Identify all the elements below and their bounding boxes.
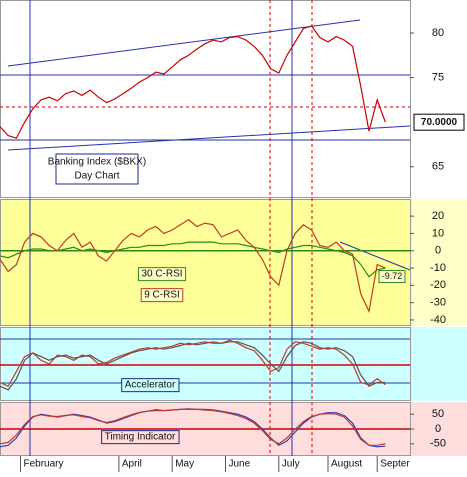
last-value-box: [413, 113, 465, 131]
last-value-label: 70.0000: [421, 117, 458, 128]
y-tick-label: -50: [430, 438, 446, 450]
x-tick-label: July: [282, 459, 300, 470]
y-tick-label: -40: [430, 314, 446, 326]
series-line: [0, 25, 386, 139]
y-tick-label: -20: [430, 279, 446, 291]
panel-title-box: [121, 378, 180, 393]
annotation-lines: [0, 0, 411, 456]
legend-entry: 30 C-RSI: [141, 269, 182, 280]
y-tick-label: 50: [432, 408, 444, 420]
y-tick-label: -30: [430, 297, 446, 309]
series-line: [0, 408, 386, 446]
accelerator-panel: [0, 327, 467, 401]
y-tick-label: 0: [435, 423, 441, 435]
y-tick-label: 80: [432, 27, 444, 39]
y-tick-label: 0: [435, 245, 441, 257]
legend-entry: 9 C-RSI: [144, 290, 180, 301]
x-tick-label: August: [331, 459, 362, 470]
x-tick-label: May: [175, 459, 194, 470]
x-tick-label: Septer: [380, 459, 410, 470]
chart-title: Banking Index ($BKX): [48, 157, 146, 168]
x-tick-label: February: [24, 459, 64, 470]
last-value-label: -9.72: [382, 271, 403, 281]
legend-entry-box: [137, 267, 187, 282]
last-value-box: [378, 270, 406, 284]
series-line: [0, 339, 386, 387]
chart-subtitle: Day Chart: [74, 171, 119, 182]
panel-title-box: [101, 430, 180, 445]
axis-strip: [412, 199, 467, 326]
y-tick-label: -10: [430, 262, 446, 274]
legend-entry-box: [140, 288, 184, 303]
y-tick-label: 10: [432, 227, 444, 239]
title-box: [55, 153, 139, 185]
rsi-panel: [0, 199, 467, 326]
series-line: [0, 218, 386, 314]
panel-title: Accelerator: [125, 380, 176, 391]
y-tick-label: 65: [432, 161, 444, 173]
x-tick-label: June: [229, 459, 251, 470]
x-tick-label: April: [122, 459, 142, 470]
y-tick-label: 75: [432, 72, 444, 84]
panel-title: Timing Indicator: [105, 432, 176, 443]
series-line: [0, 241, 386, 278]
y-tick-label: 20: [432, 210, 444, 222]
